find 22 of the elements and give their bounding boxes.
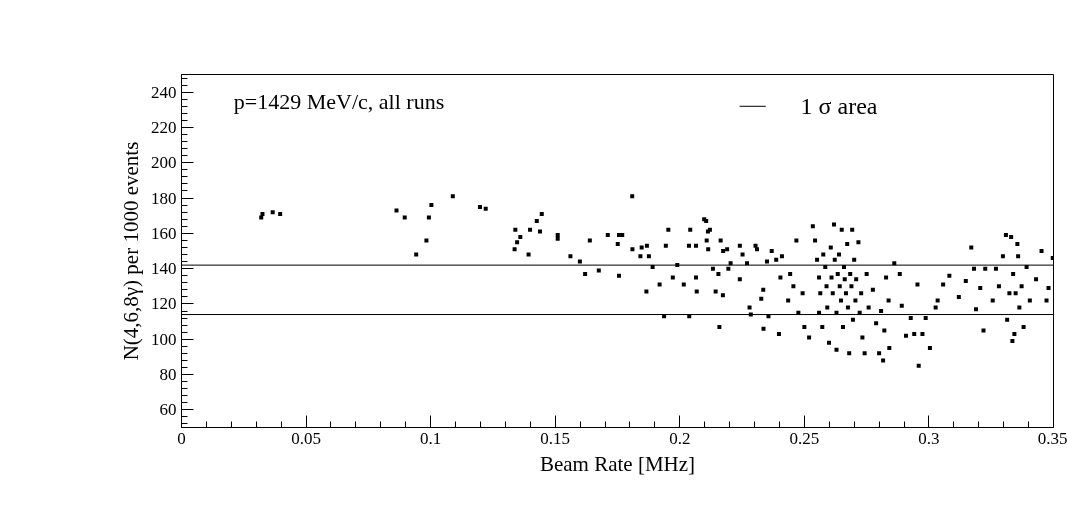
y-tick-label: 140 — [151, 259, 177, 279]
annotation: p=1429 MeV/c, all runs — [233, 88, 445, 114]
y-tick-label: 200 — [151, 153, 177, 173]
x-tick-label: 0 — [177, 428, 186, 448]
y-tick-label: 60 — [159, 400, 177, 420]
x-axis-title: Beam Rate [MHz] — [539, 451, 696, 476]
y-tick-label: 240 — [151, 82, 177, 102]
y-tick-label: 80 — [159, 365, 177, 385]
x-tick-label: 0.2 — [669, 428, 691, 448]
y-tick-label: 120 — [151, 294, 177, 314]
x-tick-label: 0.05 — [291, 428, 321, 448]
x-tick-label: 0.15 — [540, 428, 571, 448]
x-tick-label: 0.1 — [420, 428, 442, 448]
y-tick-label: 220 — [151, 117, 177, 137]
y-tick-label: 100 — [151, 329, 177, 349]
legend-label: 1 σ area — [800, 93, 878, 120]
y-tick-label: 160 — [151, 223, 177, 243]
x-tick-label: 0.3 — [918, 428, 940, 448]
x-tick-label: 0.25 — [789, 428, 820, 448]
y-tick-label: 180 — [151, 188, 177, 208]
x-tick-label: 0.35 — [1037, 428, 1067, 448]
y-axis-title: N(4,6,8γ) per 1000 events — [119, 141, 143, 361]
